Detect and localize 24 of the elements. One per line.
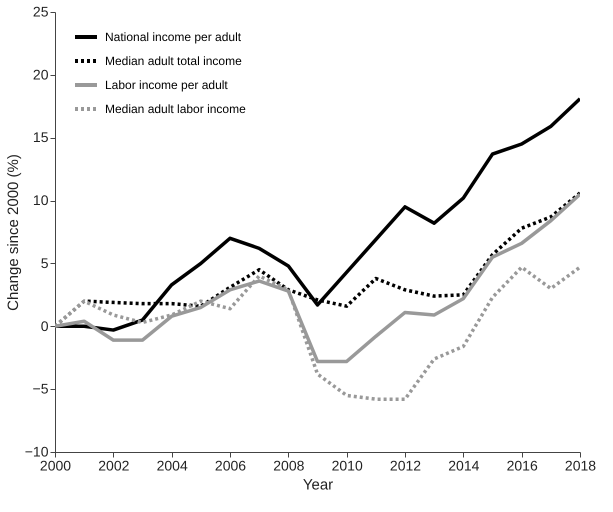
y-tick-label: 10: [32, 192, 49, 208]
x-tick-label: 2000: [40, 458, 72, 474]
y-tick-label: −10: [24, 444, 49, 460]
y-tick-label: 15: [32, 129, 49, 146]
legend-label: Median adult labor income: [105, 102, 246, 116]
x-tick-label: 2010: [332, 458, 363, 474]
x-tick-label: 2018: [564, 458, 596, 474]
x-tick-label: 2016: [506, 458, 538, 474]
legend-label: Labor income per adult: [105, 78, 228, 92]
x-tick-label: 2014: [448, 458, 480, 474]
y-tick-label: 20: [32, 66, 49, 82]
x-tick-label: 2006: [214, 458, 246, 474]
y-tick-label: 25: [32, 4, 49, 20]
y-tick-label: 0: [40, 318, 49, 334]
x-tick-label: 2008: [273, 458, 305, 474]
legend-label: Median adult total income: [105, 54, 242, 68]
x-tick-label: 2002: [98, 458, 130, 474]
legend-label: National income per adult: [105, 30, 242, 44]
x-tick-label: 2004: [156, 458, 188, 474]
y-tick-label: 5: [40, 254, 49, 271]
y-axis-title: Change since 2000 (%): [4, 154, 22, 311]
x-axis-title: Year: [302, 476, 334, 494]
x-tick-label: 2012: [390, 458, 422, 474]
y-tick-label: −5: [32, 380, 49, 397]
